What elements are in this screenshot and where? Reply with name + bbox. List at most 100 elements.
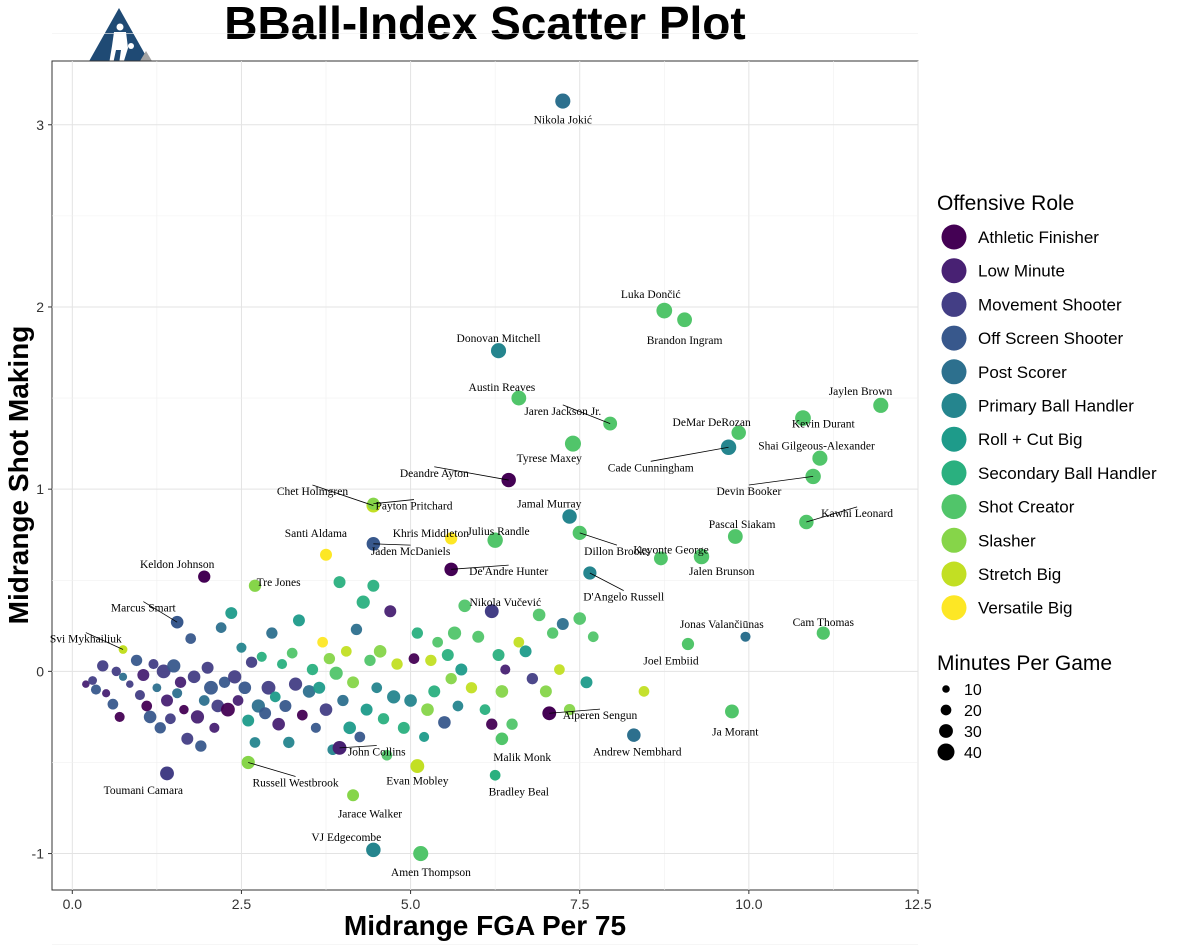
size-legend-dot bbox=[942, 685, 950, 693]
data-point bbox=[333, 576, 346, 589]
data-point bbox=[82, 680, 90, 688]
data-point bbox=[161, 694, 173, 707]
data-point bbox=[428, 685, 441, 698]
point-label: Malik Monk bbox=[493, 752, 551, 764]
data-point bbox=[266, 627, 278, 639]
size-legend: 10 20 30 40 bbox=[937, 682, 982, 762]
data-point-labeled bbox=[562, 509, 577, 524]
y-tick-label: 1 bbox=[36, 481, 44, 497]
data-point bbox=[198, 695, 210, 706]
legend-label: Versatile Big bbox=[978, 599, 1073, 618]
point-label: Austin Reaves bbox=[469, 382, 536, 394]
label-leader-line bbox=[748, 476, 814, 486]
point-label: Jonas Valančiūnas bbox=[680, 619, 764, 631]
label-leader-line bbox=[85, 632, 124, 650]
data-point bbox=[154, 722, 166, 734]
data-point bbox=[384, 605, 397, 618]
data-point-labeled bbox=[511, 390, 527, 406]
data-point bbox=[587, 631, 599, 643]
data-point-labeled bbox=[816, 626, 830, 640]
y-tick-label: 3 bbox=[36, 117, 44, 133]
data-point bbox=[472, 630, 485, 643]
size-legend-label: 40 bbox=[964, 745, 982, 762]
size-legend-dot bbox=[940, 704, 952, 716]
data-point bbox=[554, 664, 565, 675]
data-point-labeled bbox=[656, 302, 673, 319]
data-point bbox=[340, 645, 352, 657]
point-label: Pascal Siakam bbox=[709, 519, 776, 531]
data-point bbox=[165, 713, 176, 725]
legend-swatch bbox=[941, 359, 967, 385]
legend-label: Low Minute bbox=[978, 262, 1065, 281]
point-label: Deandre Ayton bbox=[400, 468, 469, 480]
data-point bbox=[245, 656, 258, 668]
data-point bbox=[306, 663, 319, 676]
data-point bbox=[302, 685, 316, 698]
data-point-labeled bbox=[347, 789, 360, 802]
point-label: D'Angelo Russell bbox=[583, 592, 664, 604]
data-point bbox=[377, 713, 390, 725]
data-point bbox=[232, 695, 244, 706]
data-point bbox=[242, 714, 255, 727]
data-point-labeled bbox=[725, 704, 739, 719]
legend-swatch bbox=[941, 258, 967, 284]
point-label: Dillon Brooks bbox=[584, 546, 650, 558]
data-point bbox=[220, 702, 235, 717]
point-label: Evan Mobley bbox=[386, 776, 449, 788]
legend-swatch bbox=[941, 291, 967, 317]
legend-swatch bbox=[941, 224, 967, 250]
data-point bbox=[371, 682, 383, 694]
data-point-labeled bbox=[681, 637, 695, 651]
data-point bbox=[292, 614, 305, 627]
legend-swatch bbox=[941, 595, 967, 621]
point-labels: Nikola Jokić Luka Dončić Brandon Ingram Don… bbox=[50, 114, 893, 878]
data-point bbox=[500, 664, 511, 675]
grid bbox=[52, 33, 919, 945]
data-point bbox=[323, 652, 336, 665]
point-label: Tyrese Maxey bbox=[517, 453, 583, 465]
point-label: John Collins bbox=[348, 747, 406, 759]
point-label: Nikola Vučević bbox=[470, 597, 542, 609]
data-point bbox=[172, 688, 183, 699]
data-point bbox=[310, 722, 321, 733]
data-point bbox=[573, 612, 587, 625]
data-point bbox=[539, 685, 552, 698]
point-label: Donovan Mitchell bbox=[457, 333, 541, 345]
data-point bbox=[373, 645, 387, 658]
data-point bbox=[261, 680, 276, 695]
point-label: Keldon Johnson bbox=[140, 559, 215, 571]
size-legend-dot bbox=[939, 724, 953, 738]
data-point bbox=[218, 676, 231, 688]
data-point bbox=[102, 689, 111, 698]
chart-title: BBall-Index Scatter Plot bbox=[224, 0, 745, 49]
point-label: Bradley Beal bbox=[489, 787, 549, 799]
point-label: Jalen Brunson bbox=[689, 566, 755, 578]
data-point-labeled bbox=[727, 529, 743, 544]
label-leader-line bbox=[248, 762, 296, 777]
data-point bbox=[495, 685, 509, 698]
y-tick-label: -1 bbox=[32, 846, 45, 862]
point-label: Jaylen Brown bbox=[829, 386, 893, 398]
data-point-labeled bbox=[677, 312, 692, 328]
data-point bbox=[238, 681, 252, 695]
data-point bbox=[411, 627, 424, 639]
data-point bbox=[337, 694, 349, 707]
data-point bbox=[313, 681, 326, 694]
legend-label: Post Scorer bbox=[978, 363, 1067, 382]
label-leader-line bbox=[562, 404, 611, 424]
legend-swatch bbox=[941, 561, 967, 587]
point-label: Nikola Jokić bbox=[534, 114, 592, 126]
point-label: Keyonte George bbox=[633, 544, 708, 556]
x-tick-label: 10.0 bbox=[735, 896, 762, 912]
data-point bbox=[532, 608, 546, 622]
point-label: Jaren Jackson Jr. bbox=[524, 406, 601, 418]
point-label: Kevin Durant bbox=[792, 419, 856, 431]
data-point-labeled bbox=[603, 416, 618, 431]
data-point bbox=[143, 710, 157, 724]
data-point bbox=[347, 676, 360, 689]
data-point bbox=[441, 648, 454, 661]
legend-label: Shot Creator bbox=[978, 498, 1075, 517]
data-point-labeled bbox=[484, 604, 499, 619]
data-point-labeled bbox=[410, 759, 425, 774]
